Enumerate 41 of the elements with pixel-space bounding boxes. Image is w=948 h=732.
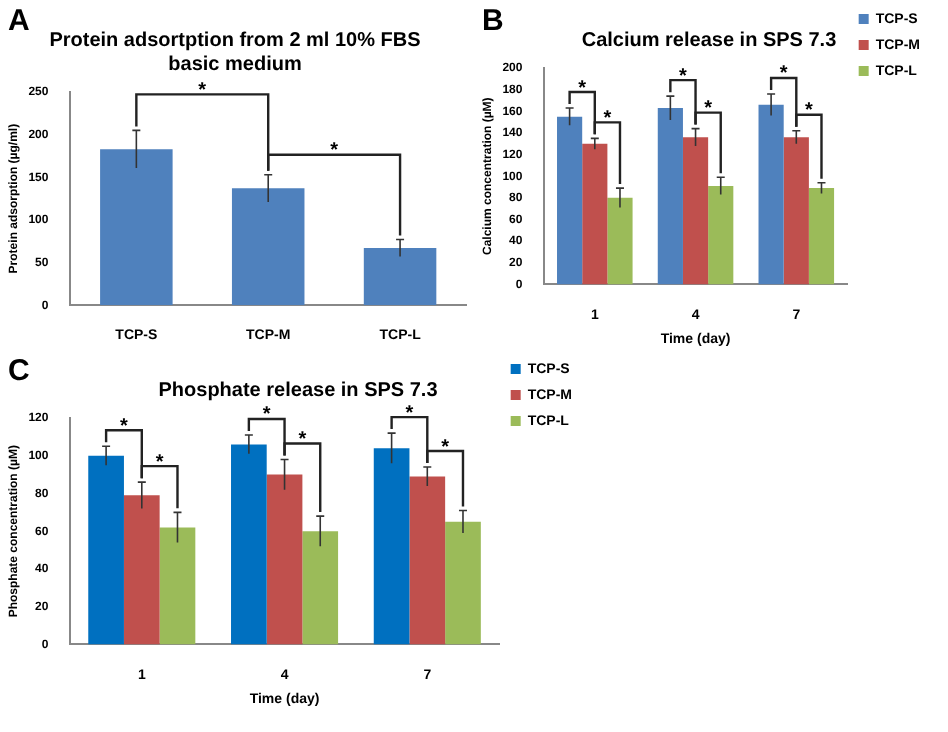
bar: [708, 185, 734, 285]
annotation: *: [804, 100, 813, 123]
bar: [266, 474, 303, 645]
annotation: *: [262, 404, 271, 427]
annotation: *: [330, 140, 339, 163]
bar: [302, 531, 339, 645]
text: A: [8, 4, 30, 38]
bar: [363, 248, 437, 306]
bar: [607, 197, 633, 285]
bar: [231, 188, 305, 306]
annotation: *: [779, 63, 788, 86]
annotation: *: [198, 79, 207, 102]
bar: [231, 444, 267, 645]
bar: [373, 448, 410, 645]
annotation: *: [704, 98, 713, 121]
annotation: *: [405, 402, 414, 425]
annotation: *: [578, 77, 587, 100]
text: C: [8, 354, 30, 388]
bar: [758, 104, 784, 285]
bar: [657, 108, 683, 285]
bar: [582, 143, 608, 285]
bar: [88, 455, 124, 645]
annotation: *: [679, 65, 688, 88]
text: B: [482, 4, 504, 38]
annotation: *: [298, 429, 307, 452]
annotation: *: [603, 107, 612, 130]
annotation: *: [441, 436, 450, 459]
bar: [159, 527, 196, 645]
annotation: *: [120, 415, 129, 438]
chart-title: Calcium release in SPS 7.3: [581, 29, 838, 52]
chart-title: Phosphate release in SPS 7.3: [158, 379, 439, 402]
bar: [123, 495, 160, 645]
bar: [682, 137, 709, 285]
bar: [557, 116, 583, 285]
bar: [808, 188, 835, 285]
bar: [783, 137, 809, 285]
bar: [409, 476, 446, 645]
bar: [445, 521, 481, 645]
chart-title: Protein adsortption from 2 ml 10% FBS basic medium: [49, 29, 422, 76]
bar: [100, 149, 173, 306]
annotation: *: [155, 451, 164, 474]
